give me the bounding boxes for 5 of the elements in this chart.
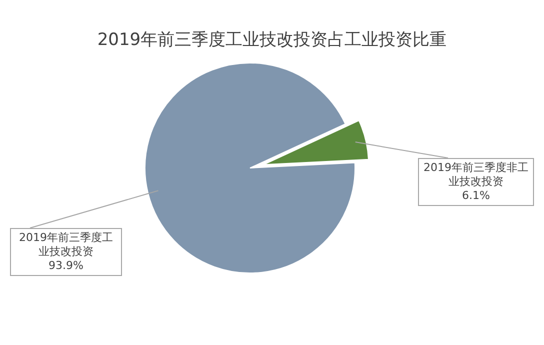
data-label: 6.1% xyxy=(462,189,490,202)
data-label: 93.9% xyxy=(48,259,84,272)
chart-title: 2019年前三季度工业技改投资占工业投资比重 xyxy=(96,29,448,51)
slice-label: 2019年前三季度工业技改投资 xyxy=(19,231,113,258)
slice-label: 2019年前三季度非工业技改投资 xyxy=(424,161,528,188)
